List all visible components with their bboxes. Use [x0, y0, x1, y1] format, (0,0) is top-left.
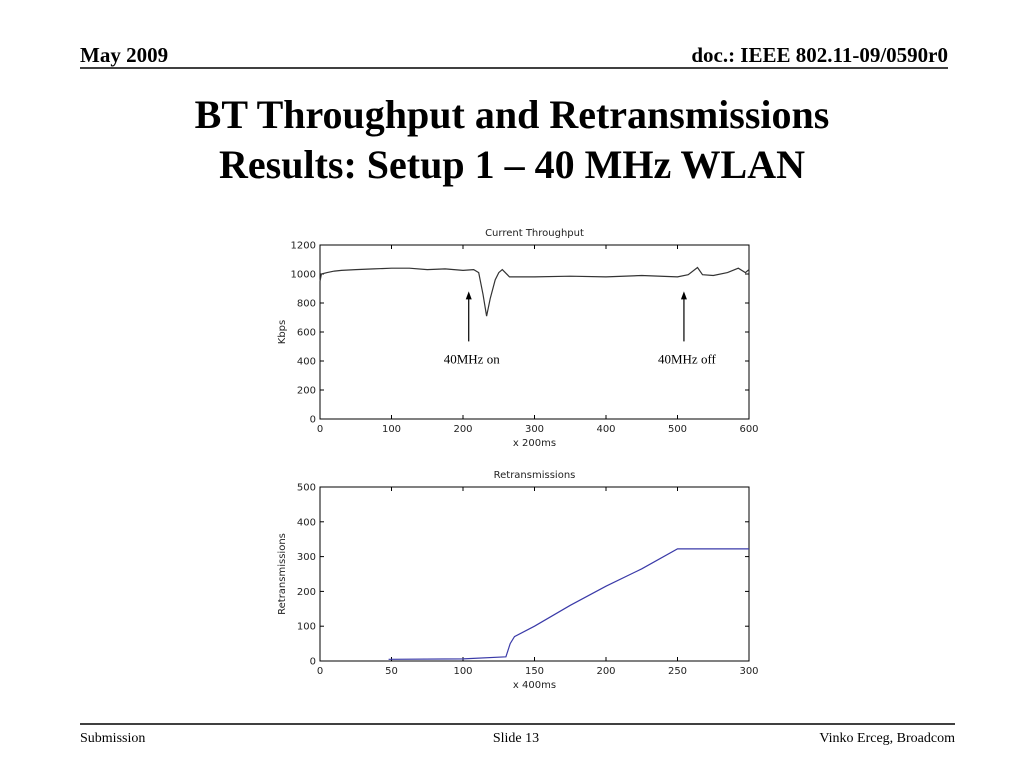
footer-center: Slide 13 [493, 731, 539, 746]
y-tick-label: 0 [310, 415, 316, 426]
x-tick-label: 100 [382, 424, 401, 435]
y-tick-label: 200 [297, 587, 316, 598]
x-tick-label: 50 [385, 666, 398, 677]
x-tick-label: 100 [453, 666, 472, 677]
slide-title: Results: Setup 1 – 40 MHz WLAN [219, 142, 805, 187]
data-line [388, 548, 749, 660]
y-axis-label: Retransmissions [277, 533, 288, 615]
plot-frame [319, 486, 750, 662]
y-tick-label: 100 [297, 622, 316, 633]
x-tick-label: 500 [668, 424, 687, 435]
plot-frame [319, 244, 750, 420]
x-tick-label: 200 [596, 666, 615, 677]
x-tick-label: 400 [596, 424, 615, 435]
x-axis-label: x 400ms [513, 680, 556, 691]
slide-title: BT Throughput and Retransmissions [195, 92, 830, 137]
annotation: 40MHz on [444, 351, 500, 366]
header-date: May 2009 [80, 43, 168, 67]
x-tick-label: 300 [525, 424, 544, 435]
x-tick-label: 150 [525, 666, 544, 677]
footer-left: Submission [80, 731, 145, 746]
x-axis-label: x 200ms [513, 438, 556, 449]
y-axis-label: Kbps [277, 320, 288, 344]
y-tick-label: 0 [310, 657, 316, 668]
y-tick-label: 400 [297, 517, 316, 528]
y-tick-label: 600 [297, 328, 316, 339]
x-tick-label: 0 [317, 666, 323, 677]
y-tick-label: 1000 [291, 270, 316, 281]
x-tick-label: 300 [739, 666, 758, 677]
x-tick-label: 200 [453, 424, 472, 435]
chart-title: Retransmissions [494, 470, 576, 481]
y-tick-label: 1200 [291, 241, 316, 252]
annotation-arrowhead [680, 291, 687, 300]
y-tick-label: 200 [297, 386, 316, 397]
y-tick-label: 300 [297, 552, 316, 563]
x-tick-label: 250 [668, 666, 687, 677]
x-tick-label: 0 [317, 424, 323, 435]
annotation: 40MHz off [658, 351, 717, 366]
annotation-arrowhead [465, 291, 472, 300]
data-line [319, 266, 750, 317]
chart-title: Current Throughput [485, 228, 584, 239]
y-tick-label: 500 [297, 483, 316, 494]
header-doc: doc.: IEEE 802.11-09/0590r0 [691, 43, 948, 67]
y-tick-label: 800 [297, 299, 316, 310]
y-tick-label: 400 [297, 357, 316, 368]
x-tick-label: 600 [739, 424, 758, 435]
footer-right: Vinko Erceg, Broadcom [819, 731, 955, 746]
